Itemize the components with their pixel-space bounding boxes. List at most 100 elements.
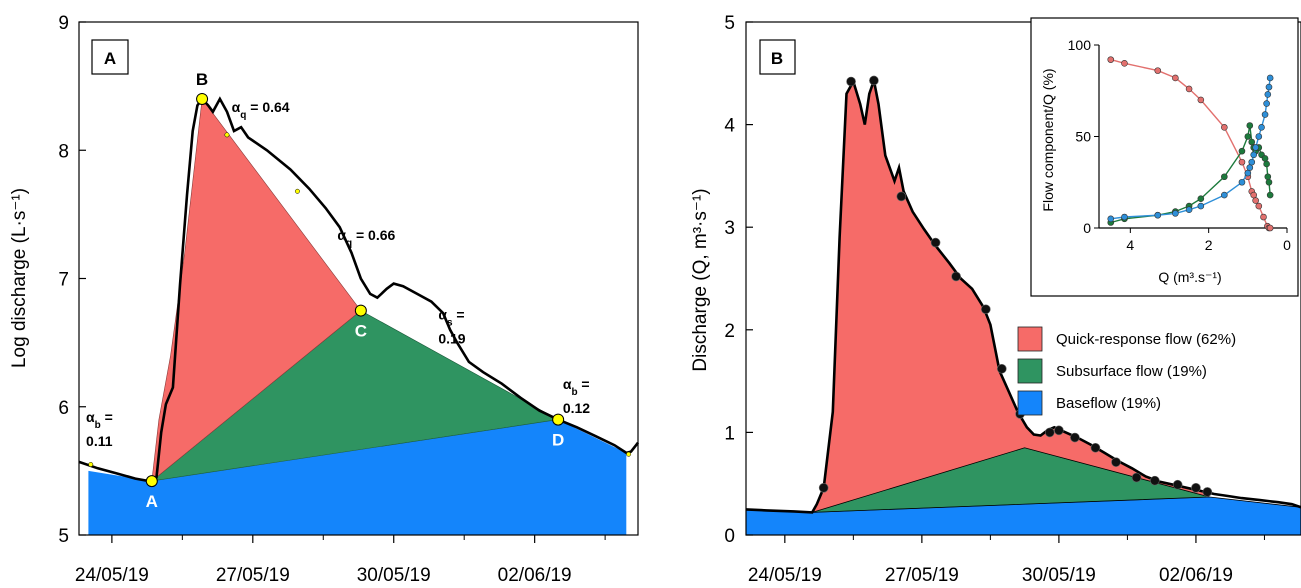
panel-label-b: B — [771, 49, 783, 68]
discharge-point-17 — [1191, 483, 1201, 493]
subsurface-boundary-b — [812, 447, 1210, 513]
annotation-value-4: 0.11 — [86, 433, 113, 449]
hydrograph-line-a — [78, 96, 640, 483]
legend-swatch-2 — [1017, 390, 1043, 416]
legend-swatch-1 — [1017, 358, 1043, 384]
discharge-point-14 — [1131, 472, 1142, 483]
inset-point-2-10 — [1248, 158, 1256, 166]
discharge-point-13 — [1111, 457, 1121, 467]
inset-point-2-9 — [1246, 164, 1254, 171]
inset-x-axis-label: Q (m³.s⁻¹) — [1158, 269, 1221, 285]
key-points-a: A B C D — [146, 70, 565, 511]
inset-point-1-8 — [1244, 133, 1252, 140]
annotation-value-3: 0.12 — [563, 400, 590, 416]
inset-point-0-13 — [1260, 213, 1267, 221]
inset-point-2-0 — [1107, 215, 1115, 223]
y-tick-label: 9 — [58, 13, 69, 34]
x-tick-label: 24/05/19 — [748, 565, 822, 586]
quick-response-area-b — [812, 80, 1210, 513]
key-point-c — [354, 304, 367, 317]
inset-chart: 0 50 100 4 2 0 Flow component/Q (%) Q (m³.s⁻… — [1030, 17, 1299, 297]
inset-point-2-6 — [1221, 191, 1228, 199]
baseflow-area-b — [746, 497, 1301, 535]
small-marker-4 — [626, 451, 632, 457]
legend-label-0: Quick-response flow (62%) — [1056, 331, 1236, 348]
inset-point-1-18 — [1265, 178, 1273, 186]
discharge-point-6 — [981, 304, 991, 315]
key-point-label-a: A — [146, 492, 158, 511]
key-point-d — [552, 413, 565, 426]
discharge-point-11 — [1070, 432, 1080, 443]
discharge-point-5 — [951, 271, 961, 282]
discharge-point-10 — [1054, 425, 1064, 436]
panel-label-box-b — [759, 39, 796, 75]
inset-y-tick-label: 100 — [1068, 37, 1092, 53]
inset-point-0-6 — [1221, 124, 1228, 131]
inset-point-2-11 — [1250, 151, 1258, 159]
inset-point-2-16 — [1263, 100, 1270, 107]
inset-point-2-8 — [1244, 169, 1252, 177]
y-tick-label: 5 — [724, 13, 735, 34]
annotation-2: αs = — [438, 307, 464, 329]
inset-point-0-0 — [1107, 56, 1115, 63]
key-point-b — [196, 92, 209, 105]
key-point-label-d: D — [552, 431, 564, 450]
quick-response-area-a — [151, 98, 362, 482]
inset-y-tick-label: 50 — [1075, 129, 1091, 145]
inset-frame — [1030, 17, 1299, 297]
inset-point-2-3 — [1172, 210, 1179, 217]
legend-swatch-0 — [1017, 326, 1043, 352]
y-ticks-a: 5 6 7 8 9 — [58, 13, 86, 547]
inset-point-1-17 — [1264, 173, 1272, 181]
inset-point-0-7 — [1238, 158, 1246, 166]
key-point-label-b: B — [196, 70, 208, 89]
key-point-label-c: C — [355, 322, 367, 341]
inset-point-2-13 — [1255, 133, 1263, 140]
plot-frame-b — [745, 21, 1301, 536]
inset-x-tick-label: 0 — [1283, 237, 1291, 253]
discharge-points-b — [818, 75, 1213, 497]
y-tick-label: 6 — [58, 398, 69, 419]
small-marker-0 — [88, 462, 94, 467]
inset-point-0-10 — [1250, 191, 1258, 199]
y-axis-label-b: Discharge (Q, m³·s⁻¹) — [690, 188, 711, 371]
inset-point-0-16 — [1266, 224, 1274, 232]
inset-series — [1107, 56, 1274, 232]
x-tick-label: 30/05/19 — [1022, 565, 1096, 586]
inset-point-1-15 — [1261, 155, 1269, 162]
inset-point-2-1 — [1121, 213, 1128, 221]
annotation-4: αb = — [86, 409, 113, 431]
y-tick-label: 3 — [724, 218, 735, 239]
inset-y-tick-label: 0 — [1083, 220, 1091, 236]
y-ticks-b: 0 1 2 3 4 5 — [724, 13, 753, 547]
y-tick-label: 8 — [58, 141, 69, 162]
inset-point-2-17 — [1264, 91, 1272, 98]
inset-point-1-16 — [1263, 160, 1270, 168]
inset-point-0-12 — [1255, 202, 1263, 210]
y-tick-label: 4 — [724, 116, 735, 137]
inset-point-1-6 — [1221, 173, 1228, 181]
inset-point-1-19 — [1266, 191, 1274, 199]
y-tick-label: 0 — [724, 526, 735, 547]
inset-point-1-9 — [1246, 122, 1254, 129]
inset-point-2-19 — [1266, 74, 1274, 82]
inset-x-tick-label: 2 — [1205, 237, 1213, 253]
panel-label-box-a — [91, 39, 129, 75]
small-marker-1 — [224, 132, 230, 138]
discharge-point-3 — [896, 191, 907, 202]
legend-label-2: Baseflow (19%) — [1056, 395, 1161, 412]
discharge-point-12 — [1090, 442, 1101, 453]
inset-point-2-5 — [1197, 202, 1205, 210]
inset-point-2-12 — [1252, 144, 1259, 151]
discharge-point-0 — [818, 483, 829, 493]
x-ticks-b: 24/05/19 27/05/19 30/05/19 02/06/19 — [748, 535, 1265, 586]
inset-point-2-15 — [1261, 111, 1269, 118]
panel-label-a: A — [104, 49, 116, 68]
discharge-point-4 — [930, 237, 941, 248]
annotation-3: αb = — [563, 376, 590, 398]
inset-x-tick-label: 4 — [1126, 237, 1134, 253]
discharge-point-7 — [997, 363, 1007, 374]
discharge-point-9 — [1044, 427, 1055, 438]
